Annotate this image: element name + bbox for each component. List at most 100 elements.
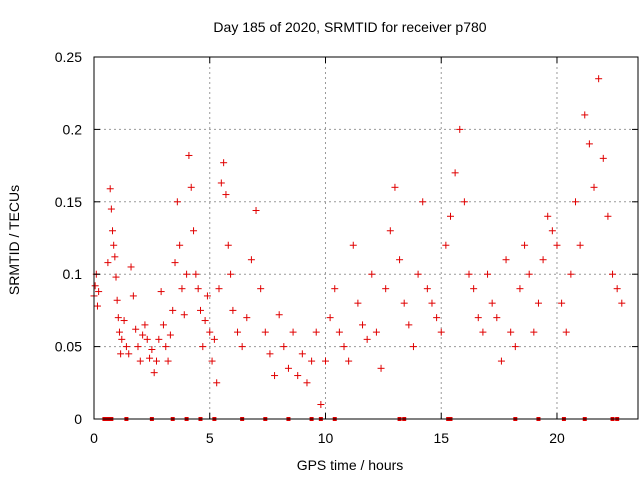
data-point <box>280 343 288 351</box>
data-point <box>567 270 575 278</box>
data-point <box>502 256 510 264</box>
data-point <box>199 343 207 351</box>
data-point <box>91 282 99 290</box>
data-point <box>196 306 204 314</box>
data-point <box>493 314 501 322</box>
data-point <box>618 299 626 307</box>
data-point <box>190 227 198 235</box>
data-point <box>465 270 473 278</box>
data-point <box>470 285 478 293</box>
data-point <box>372 328 380 336</box>
data-point <box>576 241 584 249</box>
data-point <box>308 357 316 365</box>
data-point <box>104 259 112 267</box>
data-point <box>206 328 214 336</box>
data-point <box>113 296 121 304</box>
data-point <box>294 372 302 380</box>
data-point <box>217 179 225 187</box>
data-point <box>340 343 348 351</box>
data-point <box>111 253 119 261</box>
data-point <box>419 198 427 206</box>
data-point <box>271 372 279 380</box>
data-point <box>141 321 149 329</box>
points-layer <box>90 75 626 421</box>
data-point <box>115 328 123 336</box>
data-point <box>192 270 200 278</box>
data-point <box>210 335 218 343</box>
data-point <box>386 227 394 235</box>
data-point <box>595 75 603 83</box>
data-point <box>585 140 593 148</box>
data-point <box>558 299 566 307</box>
data-point <box>284 364 292 372</box>
data-point <box>252 206 260 214</box>
data-point <box>516 285 524 293</box>
data-point <box>604 212 612 220</box>
data-point <box>187 183 195 191</box>
data-point <box>539 256 547 264</box>
data-point <box>166 331 174 339</box>
data-point <box>171 259 179 267</box>
data-point <box>562 328 570 336</box>
data-point <box>345 357 353 365</box>
x-axis-label: GPS time / hours <box>297 457 404 473</box>
data-point <box>143 335 151 343</box>
data-point <box>234 328 242 336</box>
data-point <box>162 343 170 351</box>
data-point <box>215 285 223 293</box>
data-point <box>609 270 617 278</box>
data-point <box>548 227 556 235</box>
data-point <box>303 379 311 387</box>
data-point <box>335 328 343 336</box>
data-point <box>511 343 519 351</box>
data-point <box>178 285 186 293</box>
data-point <box>298 350 306 358</box>
data-point <box>331 285 339 293</box>
data-point <box>414 270 422 278</box>
y-tick-label: 0.2 <box>63 121 83 137</box>
data-point <box>153 357 161 365</box>
data-point <box>534 299 542 307</box>
data-point <box>460 198 468 206</box>
data-point <box>127 263 135 271</box>
y-tick-label: 0.1 <box>63 266 83 282</box>
data-point <box>157 288 165 296</box>
data-point <box>136 357 144 365</box>
data-point <box>109 227 117 235</box>
data-point <box>146 354 154 362</box>
data-point <box>446 212 454 220</box>
y-tick-label: 0.05 <box>55 339 82 355</box>
data-point <box>312 328 320 336</box>
y-tick-label: 0 <box>74 411 82 427</box>
data-point <box>571 198 579 206</box>
data-point <box>180 311 188 319</box>
data-point <box>155 335 163 343</box>
data-point <box>349 241 357 249</box>
data-point <box>243 314 251 322</box>
data-point <box>194 285 202 293</box>
data-point <box>132 325 140 333</box>
data-point <box>326 314 334 322</box>
data-point <box>599 154 607 162</box>
data-point <box>93 302 101 310</box>
data-point <box>238 343 246 351</box>
data-point <box>507 328 515 336</box>
data-point <box>203 292 211 300</box>
data-point <box>359 321 367 329</box>
y-tick-label: 0.25 <box>55 49 82 65</box>
data-point <box>110 241 118 249</box>
data-point <box>377 364 385 372</box>
data-point <box>220 159 228 167</box>
data-point <box>484 270 492 278</box>
grid-layer <box>94 57 638 419</box>
data-point <box>120 317 128 325</box>
data-point <box>544 212 552 220</box>
data-point <box>423 285 431 293</box>
data-point <box>289 328 297 336</box>
data-point <box>275 311 283 319</box>
x-tick-label: 15 <box>433 430 449 446</box>
data-point <box>139 331 147 339</box>
data-point <box>117 350 125 358</box>
data-point <box>391 183 399 191</box>
data-point <box>590 183 598 191</box>
